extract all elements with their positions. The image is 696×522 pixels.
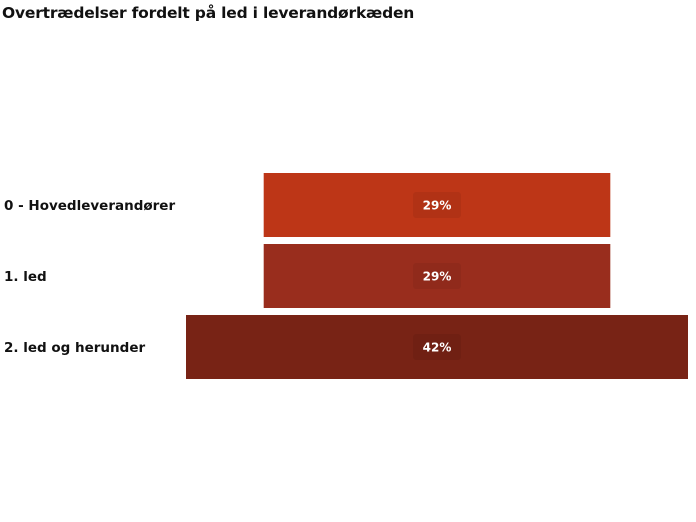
funnel-bar[interactable] [186, 315, 688, 379]
funnel-bar[interactable] [263, 173, 611, 237]
data-label: 42% [423, 341, 452, 355]
data-label: 29% [423, 199, 452, 213]
data-label-background [413, 334, 461, 360]
data-label-background [413, 192, 461, 218]
category-label: 0 - Hovedleverandører [4, 198, 175, 214]
funnel-bar[interactable] [263, 244, 611, 308]
category-label: 2. led og herunder [4, 340, 145, 356]
chart-title: Overtrædelser fordelt på led i leverandø… [2, 4, 415, 22]
category-label: 1. led [4, 269, 47, 285]
data-label: 29% [423, 270, 452, 284]
data-label-background [413, 263, 461, 289]
